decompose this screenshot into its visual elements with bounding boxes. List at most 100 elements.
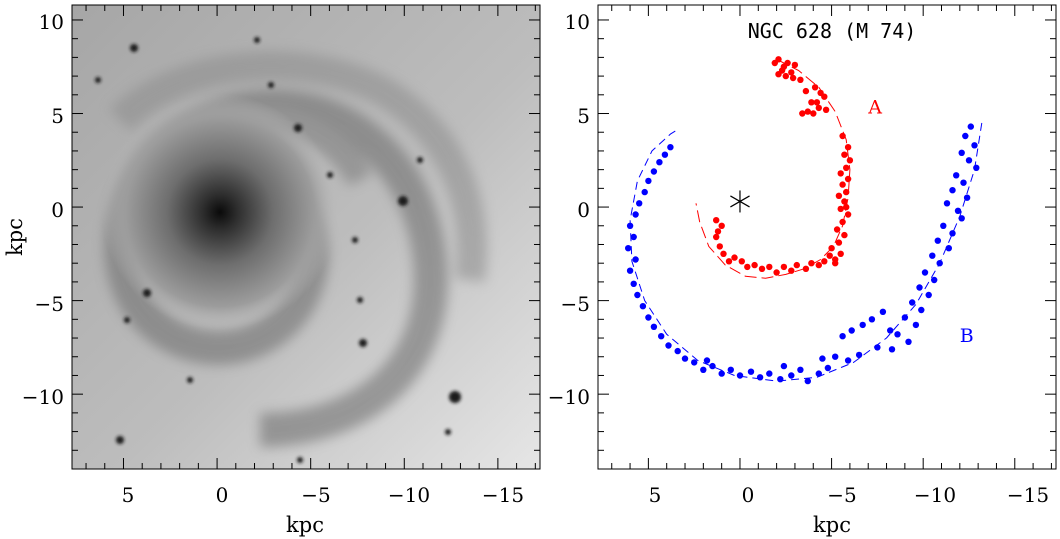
arm-b-point: [965, 157, 973, 164]
arm-b-point: [943, 200, 951, 207]
arm-b-point: [916, 284, 923, 291]
arm-a-point: [731, 254, 738, 261]
arm-a-point: [833, 226, 841, 233]
arm-b-point: [868, 316, 876, 323]
arm-a-point: [843, 164, 850, 171]
arm-a-point: [713, 233, 720, 241]
galaxy-panel: 5 0 −5 −10 −15 10 5 0 −5 −10 kpc kpc: [3, 4, 541, 537]
arm-b-point: [874, 344, 881, 351]
arm-b-point: [665, 342, 672, 349]
x-axis-label: kpc: [286, 513, 324, 537]
arm-b-point: [815, 370, 822, 377]
arm-b-point: [661, 151, 669, 158]
arm-a-point: [841, 151, 848, 158]
arm-a-point: [804, 108, 811, 115]
x-tick-label: 0: [216, 483, 229, 507]
x-tick-label: −10: [914, 483, 956, 507]
arm-a-point: [799, 110, 806, 117]
arm-b-point: [650, 323, 658, 330]
arm-a-point: [808, 99, 815, 106]
arm-a-point: [839, 218, 846, 226]
arm-a-point: [797, 76, 804, 84]
arm-b-point: [630, 233, 637, 241]
y-tick-label: −10: [548, 385, 590, 409]
arm-b-point: [945, 245, 952, 252]
arm-a-point: [808, 260, 815, 267]
arm-a-point: [844, 175, 852, 183]
arm-b-point: [949, 187, 956, 194]
arm-a-point: [837, 205, 844, 213]
arm-b-point: [929, 252, 936, 259]
arm-b-point: [780, 362, 788, 370]
arm-a-point: [718, 222, 725, 229]
arm-b-point: [973, 164, 980, 171]
arm-a-point: [844, 211, 852, 218]
arm-b-point: [963, 194, 971, 201]
arm-b-point: [934, 237, 941, 244]
arm-a-point: [826, 252, 833, 259]
arm-b-point: [879, 308, 887, 315]
arm-a-fit-curve: [695, 58, 851, 279]
arm-b-point: [819, 355, 826, 362]
arm-b-point: [703, 357, 711, 364]
arm-b-point: [958, 149, 965, 156]
arm-b-point: [949, 230, 956, 237]
y-axis-label: kpc: [3, 218, 27, 256]
arm-b-label: B: [960, 325, 974, 347]
scatter-points: [625, 56, 980, 385]
arm-b-point: [766, 370, 773, 377]
arm-b-point: [804, 377, 811, 385]
center-star-stroke: [730, 195, 750, 208]
arm-b-point: [718, 370, 725, 377]
arm-a-point: [766, 263, 773, 271]
arm-a-point: [828, 245, 835, 252]
arm-b-point: [855, 351, 863, 359]
arm-b-point: [630, 280, 637, 287]
arm-a-point: [837, 250, 844, 257]
arm-a-point: [841, 231, 848, 239]
arm-b-point: [844, 357, 852, 364]
arm-b-point: [962, 132, 969, 140]
arm-a-point: [821, 93, 828, 100]
arm-a-point: [832, 260, 839, 267]
y-tick-label: 0: [577, 198, 590, 222]
arm-a-point: [780, 263, 788, 271]
arm-a-point: [793, 261, 800, 269]
x-tick-label: 0: [742, 483, 755, 507]
arm-a-point: [784, 59, 791, 67]
arm-b-point: [674, 347, 681, 355]
arms-plot-frame: [597, 4, 1057, 470]
arm-a-point: [725, 258, 733, 265]
arm-b-point: [700, 366, 707, 373]
arm-b-point: [921, 269, 929, 276]
arm-b-point: [824, 364, 832, 372]
arm-a-point: [802, 87, 810, 95]
galaxy-axis-ticks: [72, 5, 540, 470]
arm-a-label: A: [867, 97, 882, 119]
arm-b-point: [747, 368, 755, 375]
y-tick-label: 5: [577, 104, 590, 128]
arm-b-point: [634, 291, 641, 299]
arm-a-point: [821, 258, 828, 265]
arm-a-point: [773, 269, 780, 276]
arm-b-point: [936, 260, 943, 267]
arm-b-point: [848, 327, 855, 334]
arm-a-point: [813, 99, 821, 106]
arm-b-point: [931, 276, 938, 284]
arm-b-point: [912, 321, 920, 329]
arm-b-point: [691, 359, 698, 366]
arm-a-point: [782, 72, 789, 80]
x-axis-label: kpc: [813, 513, 851, 537]
arm-b-point: [632, 256, 639, 263]
arm-a-point: [839, 132, 846, 140]
y-tick-label: 10: [39, 10, 64, 34]
arm-b-point: [658, 333, 665, 340]
arm-b-point: [839, 333, 846, 340]
arm-b-point: [709, 362, 716, 370]
arm-b-point: [636, 200, 643, 207]
star-clusters: [95, 37, 461, 463]
arm-b-point: [667, 144, 674, 151]
arm-b-point: [958, 215, 965, 222]
arm-b-point: [727, 366, 734, 373]
arm-a-point: [841, 198, 848, 205]
